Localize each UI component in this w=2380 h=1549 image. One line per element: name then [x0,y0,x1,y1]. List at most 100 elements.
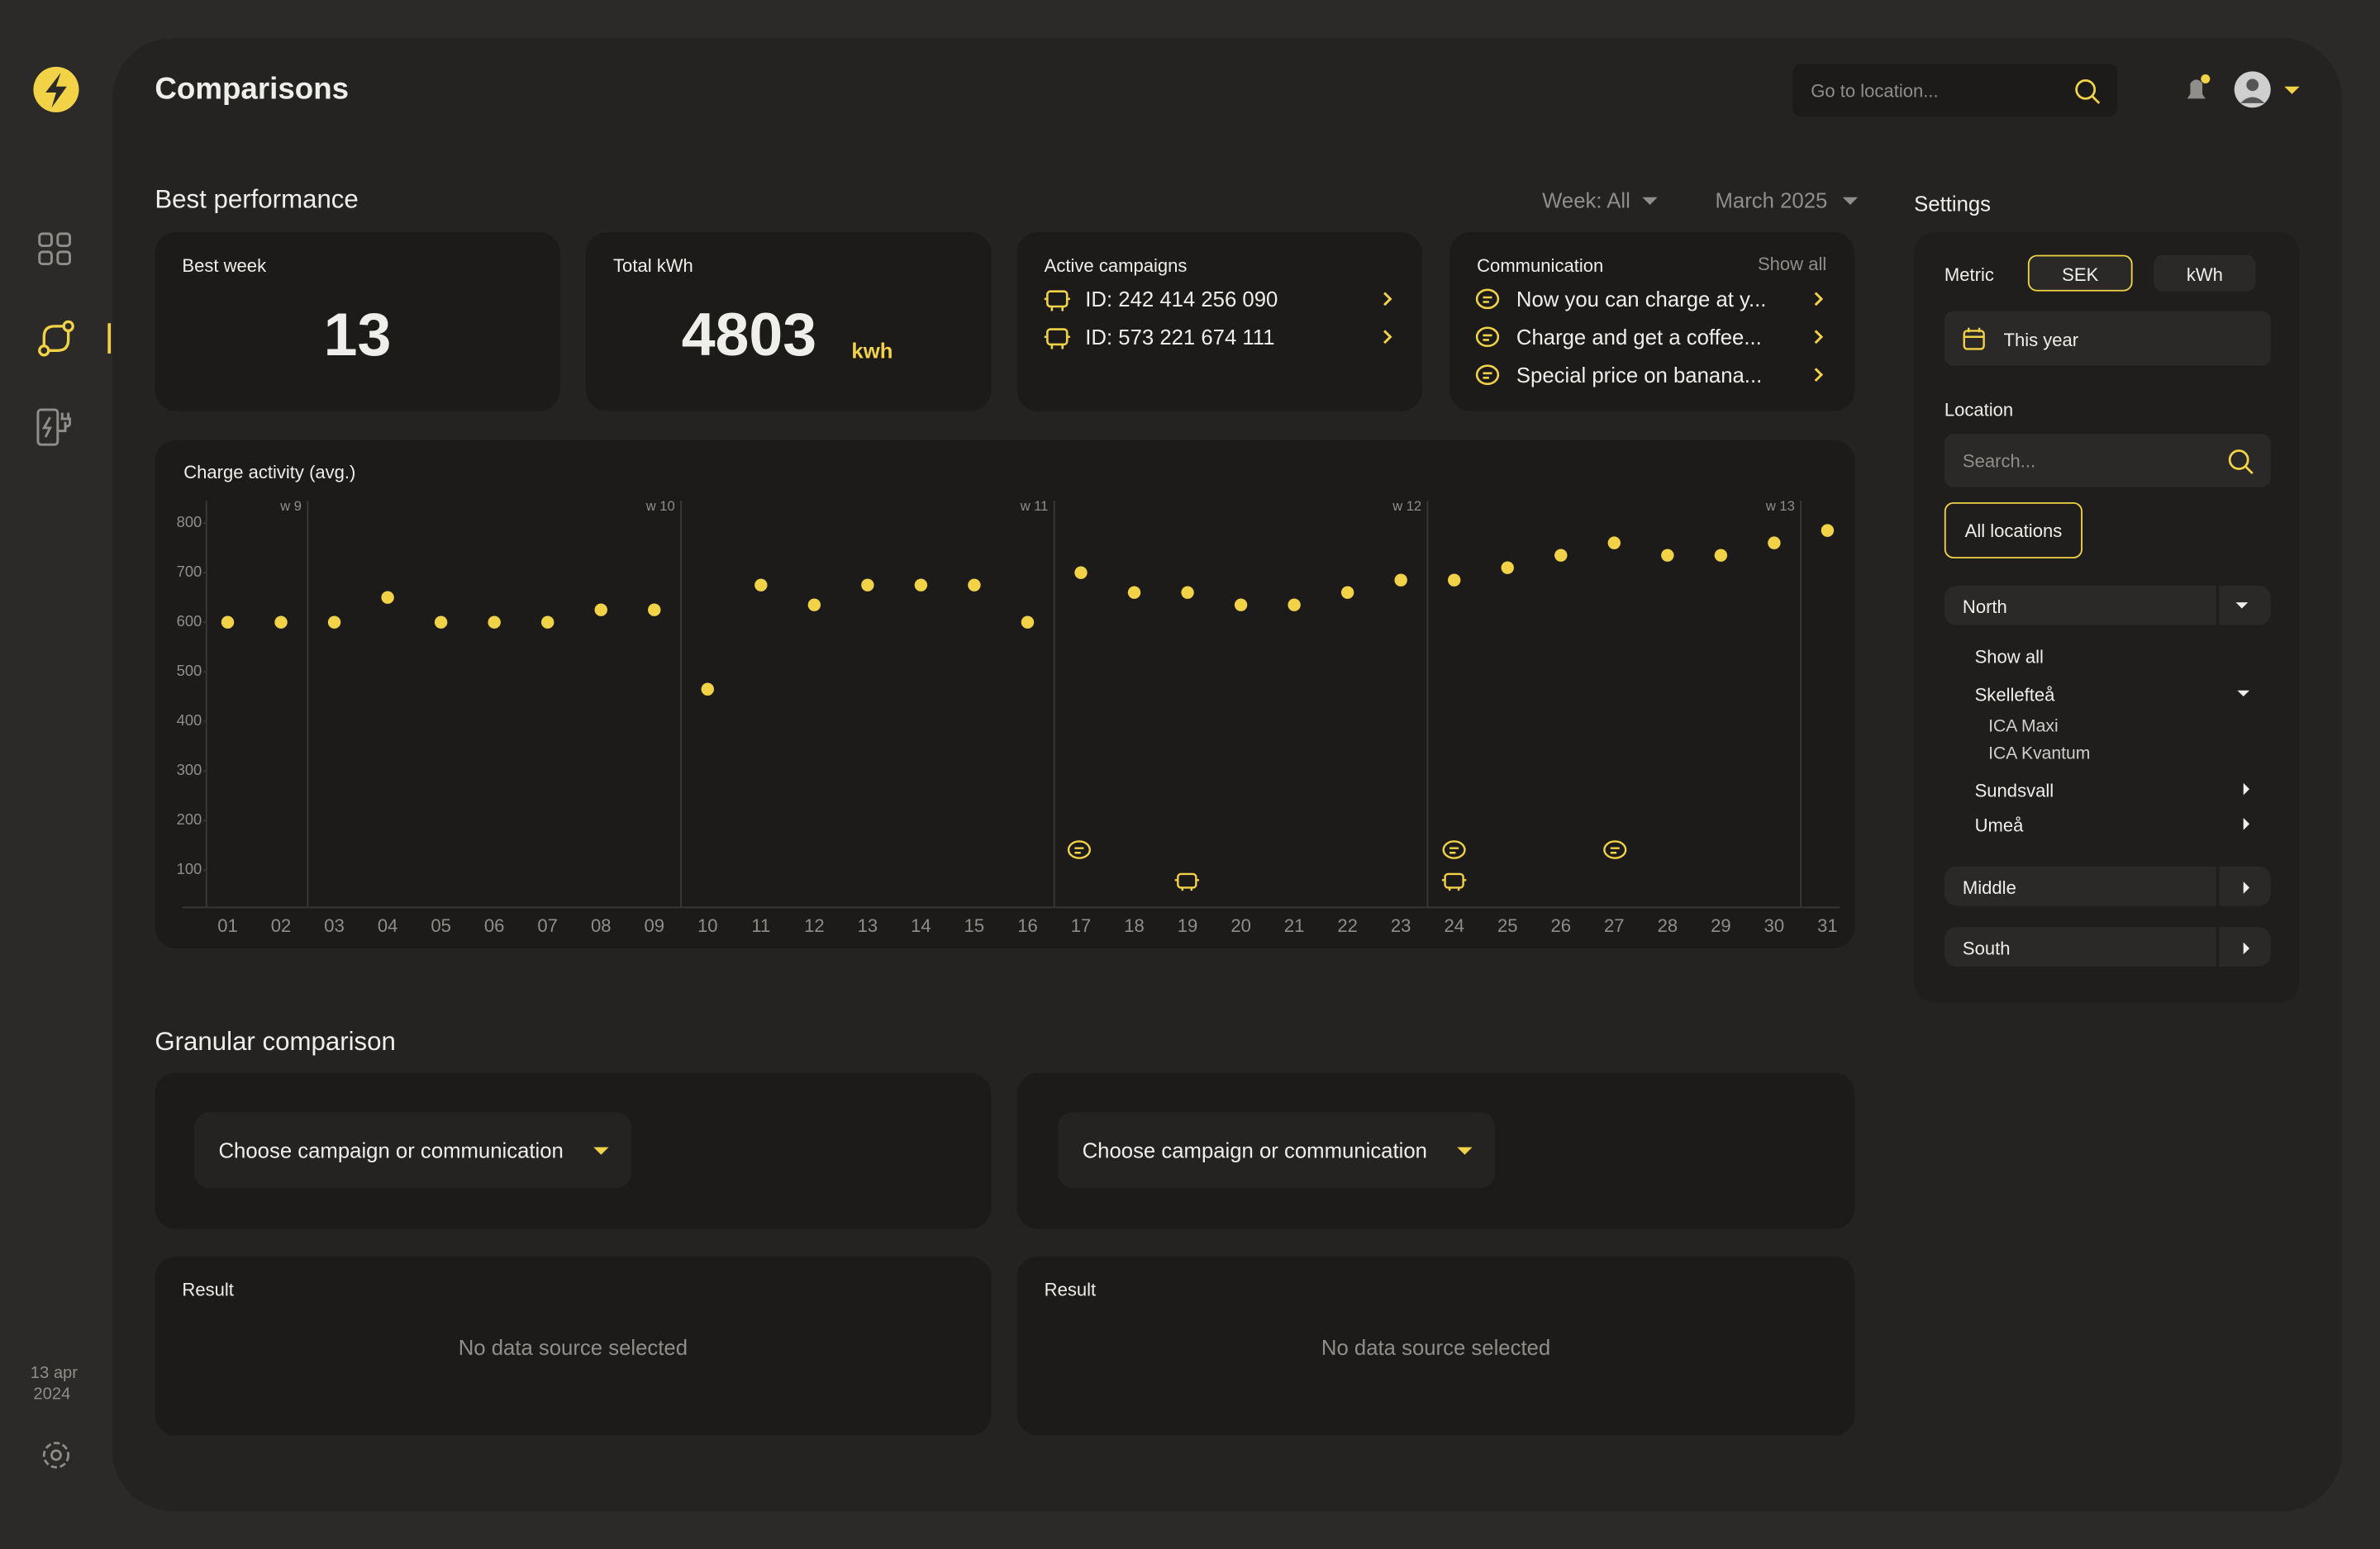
data-point [701,682,715,696]
metric-label: Metric [1944,264,1994,286]
caret [1842,197,1859,205]
page-title: Comparisons [155,73,350,107]
x-tick-label: 12 [804,915,825,936]
y-tick-label: 200 [177,810,202,828]
communication-card: Communication Show all Now you can charg… [1449,232,1855,411]
all-locations-button[interactable]: All locations [1944,501,2083,558]
region-row[interactable]: Middle [1944,866,2271,906]
x-tick-label: 21 [1284,915,1305,936]
data-point [274,615,288,629]
x-tick-label: 26 [1551,915,1572,936]
data-point [1127,586,1141,599]
period-picker[interactable]: This year [1944,311,2271,366]
data-point [1234,598,1248,611]
data-point [1288,598,1301,611]
data-point [861,578,874,592]
location-search[interactable]: Search... [1944,434,2271,487]
location-search[interactable]: Go to location... [1792,64,2118,117]
data-point [594,603,607,616]
empty-text: No data source selected [1321,1335,1551,1360]
nav-comparisons[interactable] [38,320,74,357]
caret [2237,690,2250,697]
region-row[interactable]: South [1944,927,2271,967]
x-tick-label: 09 [644,915,664,936]
show-all[interactable]: Show all [1974,646,2044,668]
data-point [1501,561,1514,574]
result-card: Result No data source selected [155,1256,992,1436]
nav-chargers[interactable] [36,408,71,446]
x-tick-label: 30 [1764,915,1785,936]
x-tick-label: 22 [1337,915,1358,936]
data-point [1661,549,1674,562]
date-year: 2024 [33,1385,71,1404]
x-tick-label: 18 [1124,915,1145,936]
user-controls[interactable] [2177,67,2313,112]
data-point [1607,536,1621,549]
data-point [1074,566,1088,579]
data-point [221,615,235,629]
region-name: South [1962,938,2011,959]
data-point [488,615,501,629]
nav-dashboard[interactable] [38,232,71,266]
search-placeholder: Search... [1962,450,2036,473]
x-tick-label: 29 [1711,915,1731,936]
card-label: Best week [182,254,267,277]
communication-icons [1475,288,1824,385]
x-tick-label: 01 [217,915,238,936]
location-label: Location [1944,399,2014,421]
show-all-link[interactable]: Show all [1757,253,1827,275]
x-tick-label: 27 [1604,915,1625,936]
x-tick-label: 31 [1817,915,1838,936]
x-tick-label: 11 [751,915,770,936]
nav-settings[interactable] [42,1442,70,1469]
dropdown-text: Choose campaign or communication [218,1138,564,1162]
communication-item[interactable]: Now you can charge at y... [1516,287,1767,311]
data-point [1714,549,1728,562]
metric-option[interactable]: SEK [2027,254,2133,292]
date-day: 13 apr [30,1364,79,1383]
chart-card [155,440,1855,948]
y-tick-label: 100 [177,860,202,877]
week-label: w 10 [645,498,675,514]
communication-item[interactable]: Special price on banana... [1516,362,1763,387]
region-name: Middle [1962,877,2016,899]
store[interactable]: ICA Kvantum [1988,744,2091,763]
x-tick-label: 10 [697,915,718,936]
option-text: SEK [2062,264,2099,286]
metric-option[interactable]: kWh [2154,254,2256,292]
x-tick-label: 25 [1497,915,1518,936]
store[interactable]: ICA Maxi [1988,717,2059,736]
data-point [648,603,661,616]
y-tick-label: 500 [177,662,202,679]
calendar-icon [1963,327,1985,350]
data-point [1448,573,1461,587]
month-filter[interactable]: March 2025 [1715,188,1828,213]
campaign-item[interactable]: ID: 242 414 256 090 [1085,287,1278,311]
total-kwh-value: 4803 [681,302,817,369]
campaign-item[interactable]: ID: 573 221 674 111 [1085,325,1275,349]
city[interactable]: Umeå [1974,815,2024,837]
week-filter[interactable]: Week: All [1542,188,1630,213]
sidebar [33,66,112,1469]
result-card: Result No data source selected [1016,1256,1855,1436]
y-tick-label: 300 [177,761,202,778]
card-label: Total kWh [613,254,693,277]
data-point [914,578,928,592]
data-point [327,615,341,629]
data-point [1340,586,1354,599]
carets [2243,782,2250,830]
search-icon [2228,449,2254,475]
x-tick-label: 17 [1071,915,1092,936]
x-tick-label: 03 [324,915,345,936]
data-point [1021,615,1035,629]
campaign-dropdown[interactable]: Choose campaign or communication [1058,1112,1496,1189]
communication-item[interactable]: Charge and get a coffee... [1516,325,1762,349]
region-row[interactable]: North [1944,585,2271,625]
campaigns-card: Active campaigns ID: 242 414 256 090 ID:… [1016,232,1423,411]
caret [2235,602,2249,609]
option-text: kWh [2186,264,2223,286]
campaign-dropdown[interactable]: Choose campaign or communication [194,1112,632,1189]
caret [1642,197,1658,205]
city[interactable]: Sundsvall [1974,780,2054,801]
city[interactable]: Skellefteå [1974,684,2055,706]
